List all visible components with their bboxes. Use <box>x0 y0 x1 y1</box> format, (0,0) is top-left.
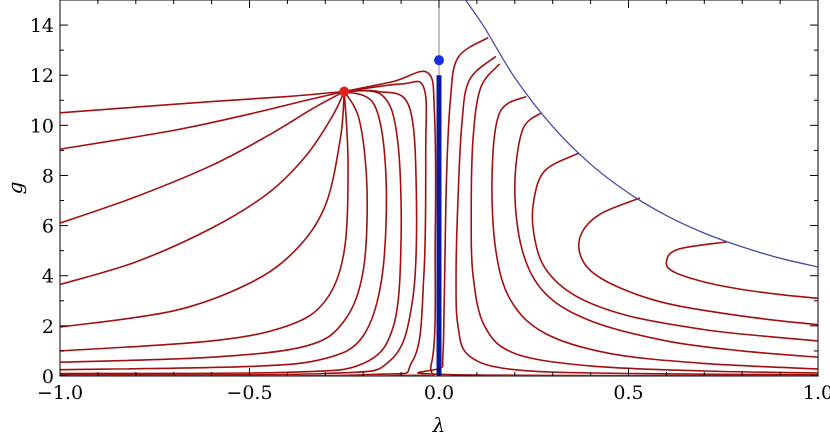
flow-line-3 <box>60 90 345 224</box>
x-tick-label: 1.0 <box>803 382 830 404</box>
x-tick-label: 0.0 <box>424 382 454 404</box>
flow-line-19 <box>577 197 818 326</box>
flow-line-10 <box>60 89 418 376</box>
flow-line-12 <box>60 70 437 376</box>
axis-ticks: −1.0 −0.5 0.0 0.5 1.0 0 2 4 6 8 10 12 14 <box>30 0 830 404</box>
y-tick-label: 12 <box>30 65 54 87</box>
flow-line-16 <box>491 95 818 370</box>
fixed-point-2 <box>434 55 444 66</box>
flow-line-18 <box>531 152 818 342</box>
y-tick-label: 8 <box>42 165 54 187</box>
flow-line-9 <box>60 89 403 375</box>
flow-line-13 <box>417 36 818 376</box>
flow-line-20 <box>665 241 818 300</box>
flow-line-5 <box>60 91 346 328</box>
flow-line-8 <box>60 90 388 371</box>
y-tick-label: 10 <box>30 115 54 137</box>
flow-line-4 <box>60 91 345 286</box>
plot-marks <box>60 0 818 376</box>
flow-line-15 <box>470 63 818 374</box>
y-tick-label: 4 <box>42 266 54 288</box>
x-tick-label: 0.5 <box>613 382 643 404</box>
y-tick-label: 0 <box>42 366 54 388</box>
flow-line-14 <box>455 55 818 376</box>
plot-clip-group <box>60 0 818 376</box>
flow-line-11 <box>60 80 428 376</box>
y-axis-label: g <box>3 182 27 195</box>
x-tick-label: −1.0 <box>37 382 83 404</box>
fixed-point-1 <box>339 86 350 97</box>
boundary-curve <box>464 0 818 268</box>
x-axis-label: λ <box>432 413 446 437</box>
flow-line-1 <box>60 90 345 114</box>
flow-line-17 <box>514 112 818 358</box>
y-tick-label: 14 <box>30 15 54 37</box>
y-tick-label: 2 <box>42 316 54 338</box>
flow-line-7 <box>60 91 369 364</box>
flow-line-2 <box>60 90 345 150</box>
x-tick-label: −0.5 <box>226 382 272 404</box>
flow-line-6 <box>60 91 349 352</box>
y-tick-label: 6 <box>42 216 54 238</box>
